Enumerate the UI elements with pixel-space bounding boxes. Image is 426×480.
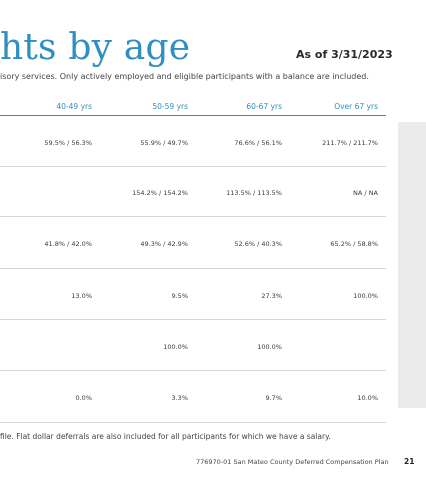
table-cell: 100.0%: [257, 343, 282, 351]
table-cell: 13.0%: [71, 292, 92, 300]
page-title: hts by age: [0, 27, 191, 68]
page-number: 21: [404, 457, 415, 466]
as-of-date: As of 3/31/2023: [296, 48, 393, 61]
table-cell: 9.7%: [265, 394, 282, 402]
table-cell: NA / NA: [353, 189, 378, 197]
row-divider: [0, 166, 386, 167]
table-cell: 10.0%: [357, 394, 378, 402]
table-cell: 49.3% / 42.9%: [140, 240, 188, 248]
table-cell: 3.3%: [171, 394, 188, 402]
footnote: file. Flat dollar deferrals are also inc…: [0, 432, 331, 441]
table-cell: 52.6% / 40.3%: [234, 240, 282, 248]
table-cell: 100.0%: [163, 343, 188, 351]
table-cell: 76.6% / 56.1%: [234, 139, 282, 147]
table-cell: 154.2% / 154.2%: [132, 189, 188, 197]
table-cell: 59.5% / 56.3%: [44, 139, 92, 147]
row-divider: [0, 370, 386, 371]
row-divider: [0, 216, 386, 217]
table-cell: 27.3%: [261, 292, 282, 300]
table-cell: 100.0%: [353, 292, 378, 300]
table-bottom-rule: [0, 422, 386, 423]
table-cell: 41.8% / 42.0%: [44, 240, 92, 248]
column-header-50-59: 50-59 yrs: [152, 102, 188, 111]
column-header-over-67: Over 67 yrs: [334, 102, 378, 111]
table-cell: 65.2% / 58.8%: [330, 240, 378, 248]
column-header-40-49: 40-49 yrs: [56, 102, 92, 111]
row-divider: [0, 268, 386, 269]
footer-plan-name: 776970-01 San Mateo County Deferred Comp…: [196, 458, 389, 466]
side-panel: [398, 122, 426, 408]
table-cell: 113.5% / 113.5%: [226, 189, 282, 197]
table-cell: 211.7% / 211.7%: [322, 139, 378, 147]
header-rule: [0, 115, 386, 116]
column-header-60-67: 60-67 yrs: [246, 102, 282, 111]
table-cell: 0.0%: [75, 394, 92, 402]
table-cell: 9.5%: [171, 292, 188, 300]
row-divider: [0, 319, 386, 320]
table-cell: 55.9% / 49.7%: [140, 139, 188, 147]
subtitle: isory services. Only actively employed a…: [0, 72, 369, 81]
